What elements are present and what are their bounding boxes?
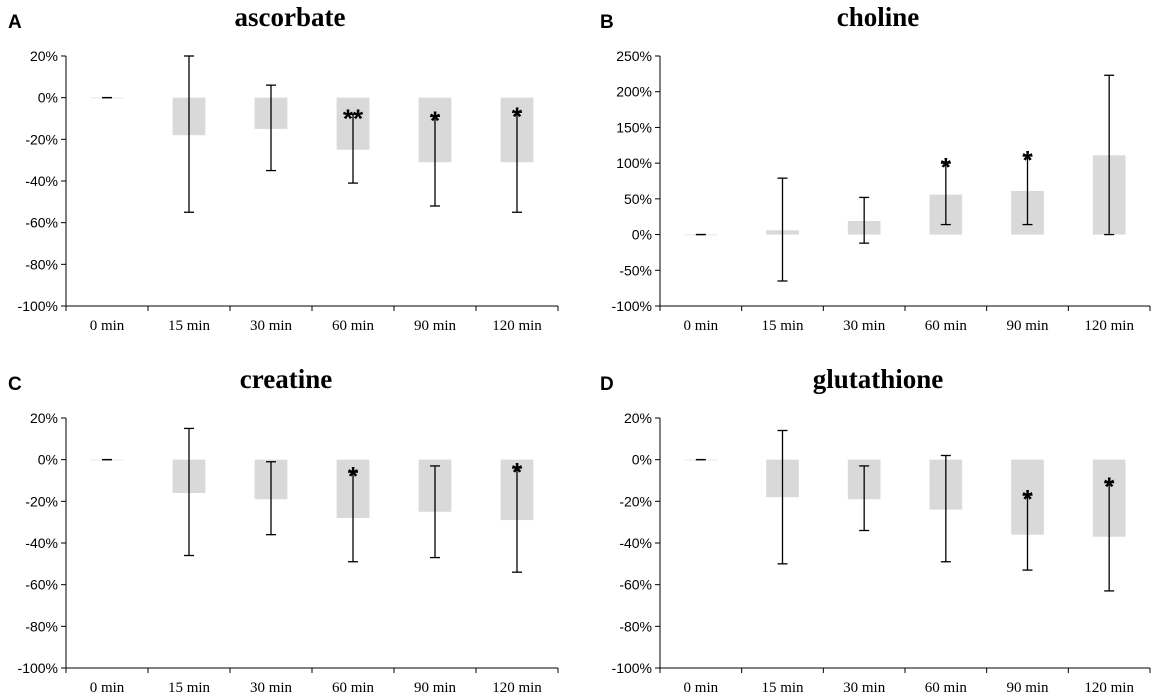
panel-a-category-label: 120 min — [492, 318, 542, 334]
panel-c-y-tick-label: -20% — [25, 493, 58, 509]
panel-a-title: ascorbate — [235, 2, 346, 32]
panel-c-letter: C — [8, 374, 22, 395]
panel-d-y-tick-label: 0% — [632, 452, 652, 468]
panel-a-y-tick-label: -100% — [18, 298, 58, 314]
panel-c-category-label: 15 min — [168, 680, 211, 696]
panel-b-letter: B — [600, 12, 614, 33]
panel-b-category-label: 120 min — [1084, 318, 1134, 334]
panel-a-y-tick-label: 0% — [38, 90, 58, 106]
panel-a-category-label: 90 min — [414, 318, 457, 334]
panel-c-significance: * — [348, 461, 359, 491]
panel-c-y-tick-label: 0% — [38, 452, 58, 468]
panel-c-category-label: 90 min — [414, 680, 457, 696]
panel-b-title: choline — [837, 2, 920, 32]
panel-c-y-tick-label: -60% — [25, 577, 58, 593]
panel-c-category-label: 30 min — [250, 680, 293, 696]
panel-a-category-label: 30 min — [250, 318, 293, 334]
panel-d-letter: D — [600, 374, 614, 395]
panel-b-y-tick-label: 250% — [616, 48, 652, 64]
panel-a-y-tick-label: -20% — [25, 131, 58, 147]
panel-b-y-tick-label: 50% — [624, 191, 652, 207]
panel-c-y-tick-label: -100% — [18, 660, 58, 676]
panel-d-significance: * — [1022, 484, 1033, 514]
panel-d-title: glutathione — [813, 364, 944, 394]
panel-d-y-tick-label: -80% — [619, 618, 652, 634]
panel-c-y-tick-label: -40% — [25, 535, 58, 551]
panel-d-y-tick-label: -40% — [619, 535, 652, 551]
panel-b-category-label: 15 min — [761, 318, 804, 334]
panel-d-y-tick-label: -60% — [619, 577, 652, 593]
panel-d-category-label: 60 min — [925, 680, 968, 696]
panel-a-significance: * — [512, 101, 523, 131]
panel-c-category-label: 60 min — [332, 680, 375, 696]
panel-b-y-tick-label: -50% — [619, 262, 652, 278]
panel-a-y-tick-label: -40% — [25, 173, 58, 189]
panel-d-significance: * — [1104, 472, 1115, 502]
panel-c-category-label: 120 min — [492, 680, 542, 696]
panel-a-y-tick-label: 20% — [30, 48, 58, 64]
panel-c-category-label: 0 min — [90, 680, 125, 696]
panel-b-significance: * — [941, 152, 952, 182]
panel-c-significance: * — [512, 457, 523, 487]
panel-d-category-label: 30 min — [843, 680, 886, 696]
panel-a-category-label: 0 min — [90, 318, 125, 334]
panel-a-y-tick-label: -80% — [25, 256, 58, 272]
panel-b-category-label: 30 min — [843, 318, 886, 334]
panel-d-y-tick-label: 20% — [624, 410, 652, 426]
panel-a-significance: * — [430, 105, 441, 135]
panel-d-category-label: 15 min — [761, 680, 804, 696]
panel-d-category-label: 90 min — [1006, 680, 1049, 696]
panel-d-category-label: 0 min — [684, 680, 719, 696]
panel-d-y-tick-label: -20% — [619, 493, 652, 509]
panel-b-category-label: 60 min — [925, 318, 968, 334]
panel-b-y-tick-label: 100% — [616, 155, 652, 171]
panel-c-y-tick-label: 20% — [30, 410, 58, 426]
panel-a-category-label: 15 min — [168, 318, 211, 334]
panel-d-y-tick-label: -100% — [612, 660, 652, 676]
panel-b-y-tick-label: 0% — [632, 227, 652, 243]
panel-b-significance: * — [1022, 145, 1033, 175]
panel-a-y-tick-label: -60% — [25, 215, 58, 231]
panel-c-title: creatine — [240, 364, 332, 394]
panel-b-category-label: 0 min — [684, 318, 719, 334]
panel-c-y-tick-label: -80% — [25, 618, 58, 634]
panel-d-category-label: 120 min — [1084, 680, 1134, 696]
panel-a-letter: A — [8, 12, 22, 33]
panel-a-category-label: 60 min — [332, 318, 375, 334]
panel-a-significance: ** — [343, 103, 364, 133]
panel-b-y-tick-label: -100% — [612, 298, 652, 314]
panel-b-y-tick-label: 150% — [616, 119, 652, 135]
panel-b-category-label: 90 min — [1006, 318, 1049, 334]
panel-b-y-tick-label: 200% — [616, 84, 652, 100]
